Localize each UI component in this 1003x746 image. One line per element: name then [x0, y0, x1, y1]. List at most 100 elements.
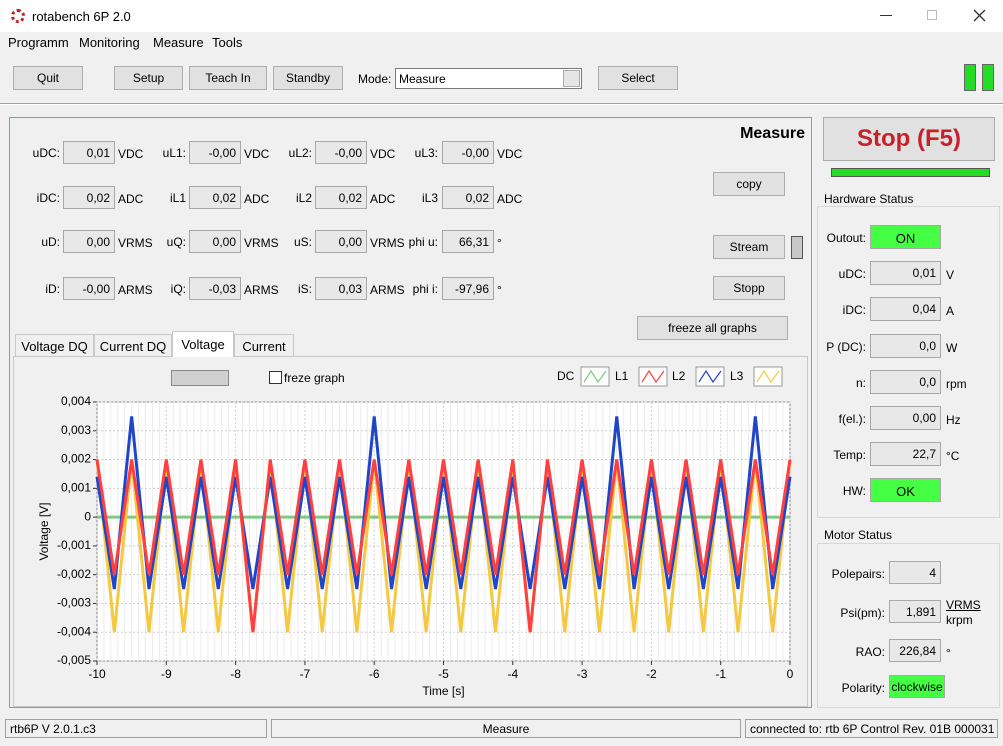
mode-combo[interactable]: Measure [395, 68, 582, 89]
status-value: OK [870, 478, 941, 503]
legend-swatch [756, 369, 780, 384]
select-button[interactable]: Select [598, 66, 678, 90]
status-unit: Hz [946, 413, 961, 427]
motor-label: Polarity: [841, 681, 885, 695]
maximize-button[interactable] [927, 10, 937, 20]
field-unit: ARMS [244, 283, 279, 297]
status-value: 0,00 [870, 406, 941, 430]
x-tick-label: 0 [787, 667, 794, 681]
field-value: 0,02 [315, 186, 367, 209]
field-value: 0,00 [315, 230, 367, 253]
status-unit: °C [946, 449, 960, 464]
field-label: uL3: [414, 146, 438, 160]
menu-item[interactable]: Tools [212, 35, 243, 50]
tab[interactable]: Voltage DQ [15, 334, 94, 357]
y-tick-label: 0,004 [61, 394, 91, 408]
graph-tools[interactable] [171, 370, 229, 386]
menu-item[interactable]: Measure [153, 35, 204, 50]
combo-arrow[interactable] [563, 70, 580, 87]
field-label: iS: [297, 282, 312, 296]
close-button[interactable] [970, 6, 990, 26]
legend-label: L1 [615, 369, 629, 383]
motor-label: Psi(pm): [840, 606, 885, 620]
field-value: -0,00 [63, 277, 115, 300]
field-label: phi i: [412, 282, 438, 296]
motor-value: 4 [889, 561, 941, 584]
field-unit: ADC [118, 192, 144, 206]
stream-button[interactable]: Stream [713, 235, 785, 259]
field-label: iDC: [36, 191, 60, 205]
title-bar [0, 0, 1003, 32]
status-value: 22,7 [870, 442, 941, 467]
copy-button[interactable]: copy [713, 172, 785, 196]
field-unit: VDC [370, 147, 396, 161]
y-tick-label: -0,002 [57, 567, 91, 581]
x-axis-label: Time [s] [422, 684, 464, 698]
status-label: HW: [842, 484, 866, 499]
measure-panel [9, 117, 812, 708]
status-label: f(el.): [838, 412, 866, 426]
field-label: iL2 [295, 191, 312, 205]
y-tick-label: -0,003 [57, 596, 91, 610]
motor-label: RAO: [855, 645, 885, 659]
legend-swatch [698, 369, 722, 384]
mode-label: Mode: [358, 72, 392, 86]
legend-label: DC [557, 369, 575, 383]
unit-numerator: VRMS [946, 598, 981, 612]
tab[interactable]: Current [234, 334, 294, 357]
y-axis-label: Voltage [V] [37, 502, 51, 560]
stop-button[interactable]: Stop (F5) [823, 117, 995, 161]
field-unit: ADC [370, 192, 396, 206]
x-tick-label: -1 [715, 667, 726, 681]
legend-label: L2 [672, 369, 686, 383]
field-label: phi u: [408, 235, 438, 249]
x-tick-label: -3 [577, 667, 588, 681]
y-tick-label: 0,003 [61, 423, 91, 437]
field-label: iQ: [170, 282, 186, 296]
x-tick-label: -5 [438, 667, 449, 681]
field-label: uS: [293, 235, 312, 249]
status-label: P (DC): [826, 339, 866, 354]
toolbar-button[interactable]: Setup [114, 66, 183, 90]
field-label: uDC: [32, 146, 60, 160]
field-unit: ° [497, 236, 502, 250]
field-value: 66,31 [442, 230, 494, 253]
y-tick-label: -0,001 [57, 538, 91, 552]
y-tick-label: -0,004 [57, 624, 91, 638]
x-tick-label: -6 [369, 667, 380, 681]
field-unit: ADC [244, 192, 270, 206]
menu-item[interactable]: Programm [8, 35, 69, 50]
freeze-all-button[interactable]: freeze all graphs [637, 316, 788, 340]
status-value: 0,01 [870, 261, 941, 286]
status-value: ON [870, 225, 941, 249]
group-title: Motor Status [824, 528, 893, 542]
toolbar-button[interactable]: Quit [13, 66, 83, 90]
y-tick-label: 0,002 [61, 452, 91, 466]
motor-value: 226,84 [889, 639, 941, 662]
tab[interactable]: Voltage [172, 331, 234, 357]
x-tick-label: -9 [161, 667, 172, 681]
field-value: 0,02 [189, 186, 241, 209]
minimize-button[interactable] [880, 15, 892, 16]
tab[interactable]: Current DQ [94, 334, 172, 357]
field-label: iD: [45, 282, 60, 296]
status-label: n: [855, 375, 866, 390]
toolbar-button[interactable]: Teach In [189, 66, 267, 90]
legend-label: L3 [730, 369, 744, 383]
field-value: 0,03 [315, 277, 367, 300]
motor-value: clockwise [889, 675, 945, 698]
field-value: 0,02 [63, 186, 115, 209]
field-unit: VDC [244, 147, 270, 161]
checkbox[interactable] [269, 371, 282, 384]
toolbar-button[interactable]: Standby [273, 66, 343, 90]
status-value: 0,0 [870, 369, 941, 394]
menu-item[interactable]: Monitoring [79, 35, 140, 50]
status-label: Temp: [833, 448, 866, 463]
status-bar-field: Measure [271, 719, 741, 738]
stop-indicator-bar [831, 168, 990, 177]
field-label: uL2: [288, 146, 312, 160]
y-tick-label: 0,001 [61, 481, 91, 495]
stopp-button[interactable]: Stopp [713, 276, 785, 300]
legend-swatch [583, 369, 607, 384]
